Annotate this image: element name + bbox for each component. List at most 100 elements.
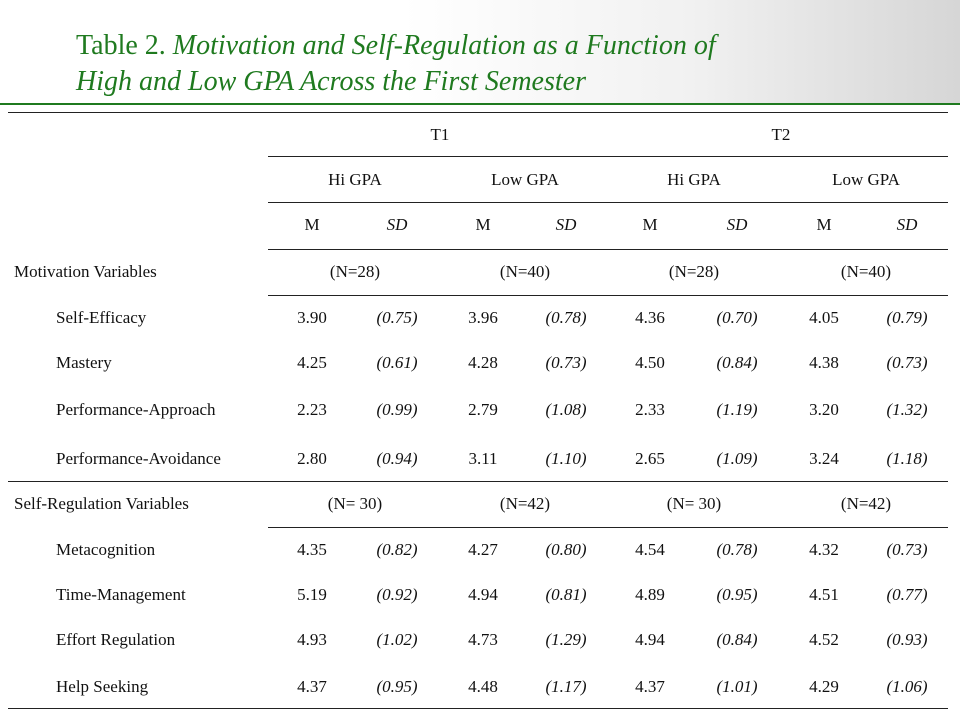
- mean-value: 4.89: [635, 585, 665, 604]
- sd-value: (0.84): [716, 353, 758, 372]
- sd-value: (0.61): [376, 353, 418, 372]
- mean-value: 4.25: [297, 353, 327, 372]
- sd-value: (0.82): [376, 540, 418, 559]
- sample-size: (N= 30): [327, 494, 383, 513]
- sample-size: (N=28): [668, 262, 720, 281]
- row-label: Time-Management: [56, 585, 186, 604]
- mean-value: 4.48: [468, 677, 498, 696]
- sd-value: (0.73): [886, 540, 928, 559]
- mean-header: M: [304, 215, 320, 234]
- sd-value: (0.93): [886, 630, 928, 649]
- mean-value: 4.36: [635, 308, 665, 327]
- sample-size: (N= 30): [666, 494, 722, 513]
- sd-value: (1.32): [886, 400, 928, 419]
- sd-value: (1.17): [545, 677, 587, 696]
- mean-value: 4.37: [635, 677, 665, 696]
- row-label: Metacognition: [56, 540, 156, 559]
- mean-value: 4.29: [809, 677, 839, 696]
- sd-header: SD: [386, 215, 408, 234]
- time-rule: [268, 156, 948, 157]
- title-line-1-text: Motivation and Self-Regulation as a Func…: [172, 30, 716, 61]
- sd-value: (1.19): [716, 400, 758, 419]
- section-label: Motivation Variables: [14, 262, 157, 281]
- title-underline: [0, 103, 960, 105]
- title-banner: [0, 0, 960, 104]
- mean-value: 3.20: [809, 400, 839, 419]
- group-header: Low GPA: [491, 170, 559, 189]
- mean-header: M: [642, 215, 658, 234]
- sample-size: (N=42): [840, 494, 892, 513]
- sd-value: (1.29): [545, 630, 587, 649]
- sd-value: (0.94): [376, 449, 418, 468]
- n-rule-1: [268, 295, 948, 296]
- sd-value: (0.95): [376, 677, 418, 696]
- sd-value: (0.84): [716, 630, 758, 649]
- mean-value: 4.73: [468, 630, 498, 649]
- mean-value: 2.23: [297, 400, 327, 419]
- mean-value: 2.33: [635, 400, 665, 419]
- mean-value: 4.05: [809, 308, 839, 327]
- row-label: Effort Regulation: [56, 630, 176, 649]
- row-label: Mastery: [56, 353, 112, 372]
- mean-value: 4.54: [635, 540, 665, 559]
- sample-size: (N=28): [329, 262, 381, 281]
- slide-title: Table 2. Motivation and Self-Regulation …: [76, 28, 716, 100]
- sd-value: (0.75): [376, 308, 418, 327]
- section-label: Self-Regulation Variables: [14, 494, 189, 513]
- mean-value: 4.51: [809, 585, 839, 604]
- table-top-rule: [8, 112, 948, 113]
- sd-value: (0.92): [376, 585, 418, 604]
- sample-size: (N=42): [499, 494, 551, 513]
- mean-header: M: [816, 215, 832, 234]
- mean-value: 3.11: [468, 449, 498, 468]
- mean-value: 2.65: [635, 449, 665, 468]
- mean-value: 4.37: [297, 677, 327, 696]
- mean-value: 4.94: [635, 630, 665, 649]
- sd-value: (0.78): [716, 540, 758, 559]
- row-label: Performance-Avoidance: [56, 449, 221, 468]
- sd-header: SD: [555, 215, 577, 234]
- mean-value: 4.38: [809, 353, 839, 372]
- sd-value: (1.09): [716, 449, 758, 468]
- group-header: Hi GPA: [328, 170, 382, 189]
- mean-value: 5.19: [297, 585, 327, 604]
- sample-size: (N=40): [499, 262, 551, 281]
- group-header: Hi GPA: [667, 170, 721, 189]
- sd-value: (1.08): [545, 400, 587, 419]
- mean-value: 4.93: [297, 630, 327, 649]
- group-header: Low GPA: [832, 170, 900, 189]
- mean-value: 4.35: [297, 540, 327, 559]
- sd-value: (0.79): [886, 308, 928, 327]
- subheader-rule: [268, 249, 948, 250]
- sd-value: (0.73): [545, 353, 587, 372]
- sd-value: (1.02): [376, 630, 418, 649]
- title-line-2: High and Low GPA Across the First Semest…: [76, 66, 586, 97]
- group-rule: [268, 202, 948, 203]
- row-label: Self-Efficacy: [56, 308, 147, 327]
- sd-value: (0.81): [545, 585, 587, 604]
- sd-value: (0.95): [716, 585, 758, 604]
- sd-value: (0.99): [376, 400, 418, 419]
- sd-value: (0.78): [545, 308, 587, 327]
- row-label: Help Seeking: [56, 677, 149, 696]
- mean-value: 3.96: [468, 308, 498, 327]
- mean-value: 2.79: [468, 400, 498, 419]
- title-prefix: Table 2.: [76, 30, 173, 61]
- sd-value: (1.06): [886, 677, 928, 696]
- sd-value: (0.77): [886, 585, 928, 604]
- table-bottom-rule: [8, 708, 948, 709]
- title-line-1: Table 2. Motivation and Self-Regulation …: [76, 28, 716, 64]
- time-header: T2: [771, 125, 791, 144]
- section-rule: [8, 481, 948, 482]
- sd-value: (0.70): [716, 308, 758, 327]
- sd-value: (1.01): [716, 677, 758, 696]
- sd-value: (0.73): [886, 353, 928, 372]
- mean-value: 4.28: [468, 353, 498, 372]
- mean-value: 3.24: [809, 449, 839, 468]
- mean-value: 4.27: [468, 540, 498, 559]
- mean-value: 4.94: [468, 585, 498, 604]
- sd-header: SD: [726, 215, 748, 234]
- sample-size: (N=40): [840, 262, 892, 281]
- n-rule-2: [268, 527, 948, 528]
